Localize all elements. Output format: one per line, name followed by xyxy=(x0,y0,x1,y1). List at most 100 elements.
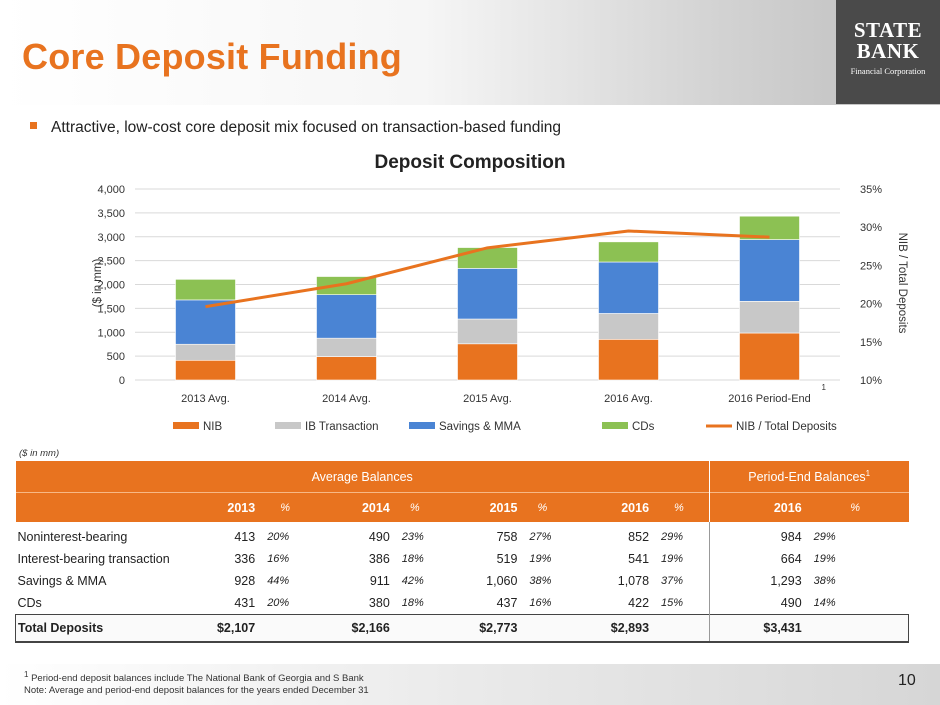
logo-line-2: BANK xyxy=(856,39,920,63)
y-tick-label: 2,500 xyxy=(97,256,125,268)
bar-segment xyxy=(598,241,659,263)
pct-cell: 44% xyxy=(267,575,290,587)
y2-tick-label: 10% xyxy=(860,375,882,387)
pct-cell: 20% xyxy=(267,597,290,609)
total-blank-cell xyxy=(255,614,316,643)
value-cell: 541 xyxy=(628,552,650,566)
total-value-cell: $2,773 xyxy=(439,614,518,643)
value-cell: 1,060 xyxy=(486,574,518,588)
total-blank-cell xyxy=(649,614,710,643)
column-header-pct: % xyxy=(801,492,909,522)
page-number: 10 xyxy=(898,672,916,689)
bar-segment xyxy=(316,294,377,339)
bar-segment xyxy=(598,339,659,381)
row-label-header xyxy=(15,492,196,522)
column-header-year: 2015 xyxy=(439,492,518,522)
column-header-pct: % xyxy=(255,492,316,522)
bullet-text: Attractive, low-cost core deposit mix fo… xyxy=(51,119,562,136)
value-cell: 380 xyxy=(368,596,390,610)
pct-cell: 29% xyxy=(661,531,684,543)
table-row: CDs 431 20% 380 18% 437 16% 422 15% 490 14% xyxy=(16,592,909,615)
legend-label: CDs xyxy=(632,421,655,433)
total-value-cell: $2,893 xyxy=(567,614,650,643)
legend-label: IB Transaction xyxy=(305,421,379,433)
pct-cell: 14% xyxy=(813,597,836,609)
pct-cell: 29% xyxy=(813,531,836,543)
value-cell: 758 xyxy=(496,530,518,544)
chart-title: Deposit Composition xyxy=(374,152,565,173)
deposit-balances-table: Average Balances Period-End Balances1 20… xyxy=(15,461,909,643)
table-row: Interest-bearing transaction 336 16% 386 18%… xyxy=(16,548,909,570)
pct-cell: 18% xyxy=(401,553,424,565)
deposit-composition-chart: Deposit Composition 0 500 1,000 1,500 2,000 2,… xyxy=(92,152,908,433)
y-tick-label: 4,000 xyxy=(97,184,125,196)
bar-segment xyxy=(175,343,236,361)
pct-cell: 18% xyxy=(401,597,424,609)
pct-cell: 27% xyxy=(529,531,552,543)
total-value-cell: $3,431 xyxy=(708,614,802,643)
pct-cell: 42% xyxy=(401,575,424,587)
pct-cell: 16% xyxy=(267,553,290,565)
total-label: Total Deposits xyxy=(15,614,196,643)
y2-tick-label: 15% xyxy=(860,337,882,349)
row-label: Interest-bearing transaction xyxy=(17,552,170,566)
pct-cell: 38% xyxy=(813,575,836,587)
y2-tick-label: 20% xyxy=(860,299,882,311)
y2-tick-label: 25% xyxy=(860,260,882,272)
row-label: CDs xyxy=(17,596,42,610)
y2-axis-label: NIB / Total Deposits xyxy=(896,233,908,334)
table-body: Noninterest-bearing 413 20% 490 23% 758 27% 852… xyxy=(15,522,909,643)
footnote: 1 Period-end deposit balances include Th… xyxy=(24,670,369,697)
value-cell: 490 xyxy=(368,530,390,544)
period-end-balances-header: Period-End Balances1 xyxy=(708,461,909,493)
column-header-year: 2016 xyxy=(708,492,802,522)
page-title: Core Deposit Funding xyxy=(22,36,402,77)
bar-segment xyxy=(175,359,236,381)
legend-swatch xyxy=(173,422,199,429)
y-tick-label: 1,000 xyxy=(97,327,125,339)
total-row: Total Deposits $2,107 $2,166 $2,773 $2,893 $3… xyxy=(15,614,909,643)
bar-segment xyxy=(739,301,800,334)
bar-segment xyxy=(739,239,800,302)
table-row: Noninterest-bearing 413 20% 490 23% 758 27% 852… xyxy=(16,522,909,548)
x-tick-label: 2015 Avg. xyxy=(463,393,512,405)
bar-segment xyxy=(457,268,518,320)
table-units-note: ($ in mm) xyxy=(19,448,60,459)
x-tick-label: 2016 Period-End xyxy=(728,393,811,405)
column-header-row: 2013% 2014% 2015% 2016% 2016% xyxy=(15,492,909,522)
row-label: Savings & MMA xyxy=(17,574,107,588)
column-header-pct: % xyxy=(389,492,440,522)
total-blank-cell xyxy=(517,614,568,643)
value-cell: 422 xyxy=(628,596,650,610)
bar-segment xyxy=(457,343,518,381)
pct-cell: 19% xyxy=(661,553,684,565)
average-balances-header: Average Balances xyxy=(15,461,710,493)
value-cell: 852 xyxy=(628,530,650,544)
value-cell: 490 xyxy=(708,592,802,615)
y-tick-label: 1,500 xyxy=(97,303,125,315)
legend-swatch xyxy=(409,422,435,429)
bar-segment xyxy=(457,247,518,269)
legend-swatch xyxy=(275,422,301,429)
legend-label: NIB / Total Deposits xyxy=(736,421,837,433)
value-cell: 664 xyxy=(708,548,802,570)
pct-cell: 37% xyxy=(661,575,684,587)
y-tick-label: 500 xyxy=(107,351,125,363)
y2-tick-label: 30% xyxy=(860,222,882,234)
value-cell: 519 xyxy=(496,552,518,566)
value-cell: 386 xyxy=(368,552,390,566)
pct-cell: 20% xyxy=(267,531,290,543)
bar-segment xyxy=(316,337,377,357)
bar-segment xyxy=(598,313,659,340)
value-cell: 1,293 xyxy=(708,570,802,592)
legend-swatch xyxy=(602,422,628,429)
x-tick-label: 2016 Avg. xyxy=(604,393,653,405)
value-cell: 911 xyxy=(369,574,390,588)
value-cell: 928 xyxy=(234,574,256,588)
y-tick-label: 0 xyxy=(119,375,125,387)
y-axis-label: ($ in mm) xyxy=(92,259,104,308)
key-point-bullet: Attractive, low-cost core deposit mix fo… xyxy=(30,119,561,137)
legend-label: Savings & MMA xyxy=(439,421,521,433)
y-tick-label: 3,500 xyxy=(97,208,125,220)
total-value-cell: $2,107 xyxy=(195,614,256,643)
